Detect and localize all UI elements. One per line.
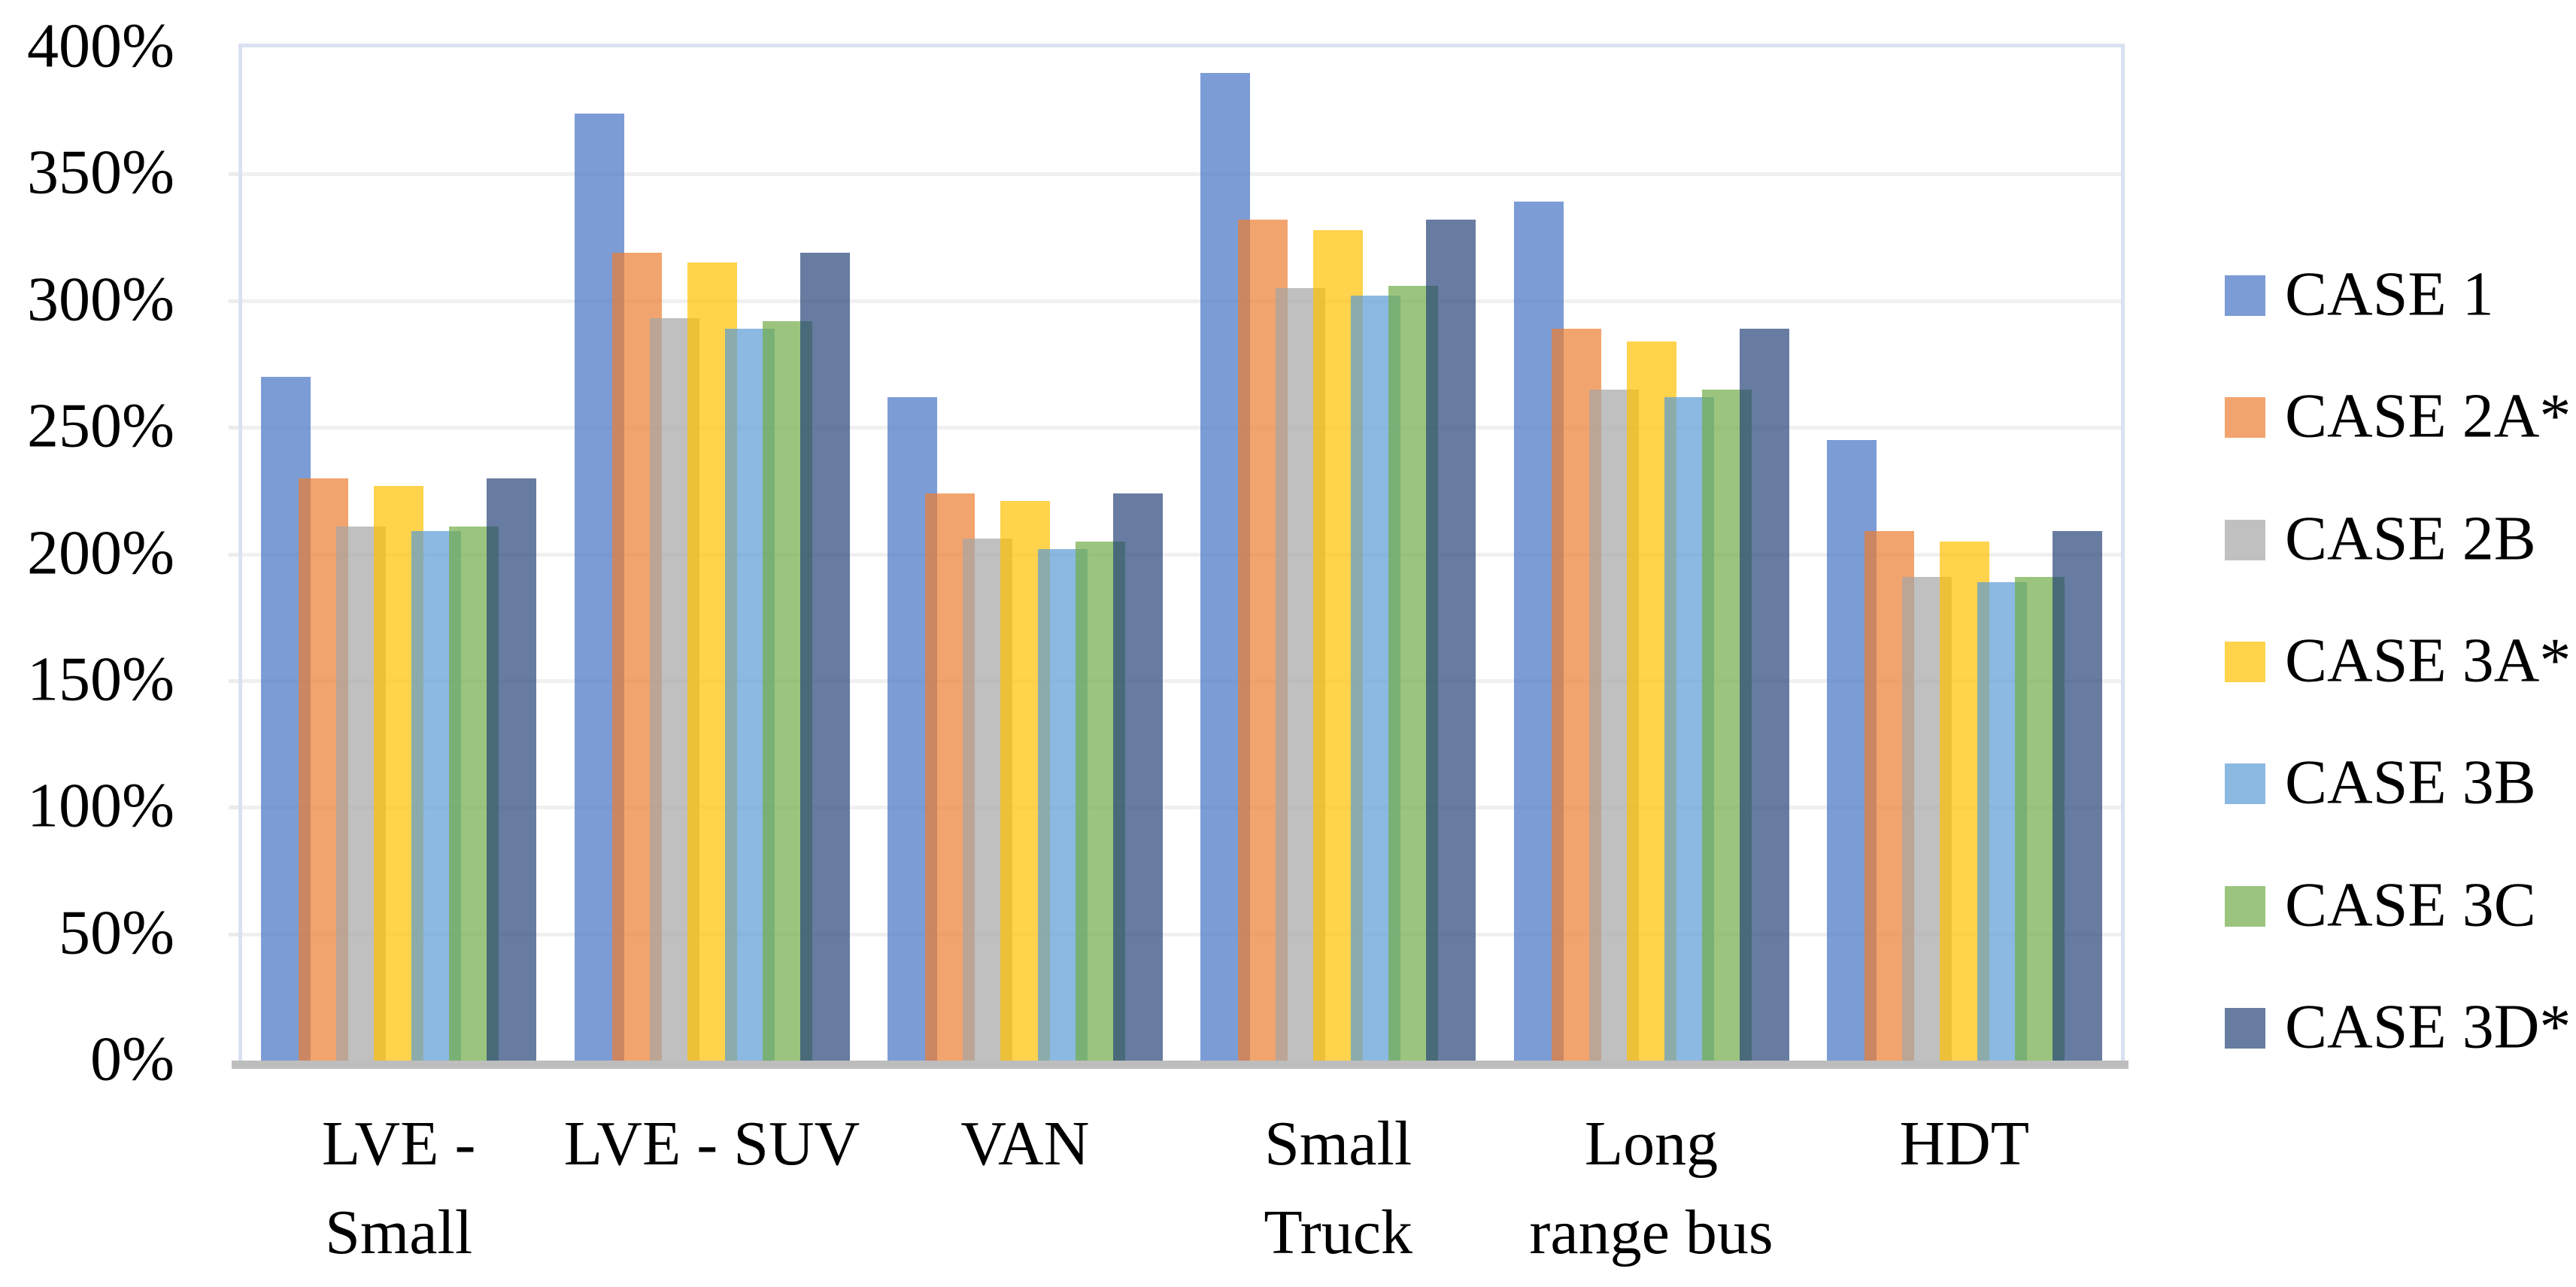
y-tick-label-400: 400%: [27, 11, 174, 81]
plot-border-left: [238, 44, 242, 1061]
legend-swatch-case-3c: [2225, 885, 2265, 927]
category-label-line: LVE - SUV: [563, 1109, 860, 1179]
y-axis-tick-mark: [229, 426, 242, 430]
category-label-long-range-bus: Long range bus: [1529, 1100, 1773, 1277]
bar-case-3d-long-range-bus: [1739, 328, 1789, 1061]
x-axis-line: [232, 1061, 2128, 1069]
bar-case-3d-lve-suv: [800, 252, 850, 1061]
legend-swatch-case-3a: [2225, 641, 2265, 682]
y-axis-tick-mark: [229, 932, 242, 936]
legend-swatch-case-3d: [2225, 1007, 2265, 1049]
category-label-lve-suv: LVE - SUV: [564, 1100, 860, 1188]
y-tick-label-150: 150%: [27, 644, 174, 715]
plot-area: [242, 47, 2121, 1061]
bar-case-3d-van: [1112, 493, 1163, 1061]
legend-swatch-case-3b: [2225, 763, 2265, 805]
plot-border-right: [2121, 44, 2125, 1061]
y-tick-label-200: 200%: [27, 517, 174, 587]
y-axis-tick-mark: [229, 806, 242, 810]
legend-label-case-2b: CASE 2B: [2285, 502, 2536, 573]
y-axis-tick-mark: [229, 299, 242, 303]
category-label-van: VAN: [960, 1100, 1089, 1188]
bar-case-3d-small-truck: [1426, 220, 1476, 1061]
gridline: [242, 299, 2121, 303]
gridline: [242, 552, 2121, 557]
category-label-line: Long: [1584, 1109, 1719, 1179]
category-label-line: range bus: [1529, 1197, 1773, 1267]
category-label-lve-small: LVE - Small: [322, 1100, 476, 1277]
category-label-line: HDT: [1899, 1109, 2030, 1179]
legend-swatch-case-2a: [2225, 397, 2265, 439]
plot-border-top: [238, 44, 2125, 47]
legend-swatch-case-2b: [2225, 519, 2265, 560]
legend-label-case-1: CASE 1: [2285, 259, 2494, 329]
y-tick-label-0: 0%: [90, 1024, 174, 1094]
legend-label-case-2a: CASE 2A*: [2285, 381, 2571, 451]
category-label-line: LVE -: [321, 1109, 476, 1179]
category-label-line: Truck: [1264, 1197, 1412, 1267]
legend-label-case-3c: CASE 3C: [2285, 869, 2536, 939]
legend-label-case-3b: CASE 3B: [2285, 747, 2536, 818]
gridline: [242, 932, 2121, 936]
bar-case-3d-hdt: [2052, 531, 2102, 1061]
category-label-line: VAN: [960, 1109, 1090, 1179]
category-label-line: Small: [325, 1197, 473, 1267]
category-label-line: Small: [1264, 1109, 1412, 1179]
gridline: [242, 678, 2121, 683]
y-axis-tick-mark: [229, 552, 242, 557]
gridline: [242, 172, 2121, 177]
y-axis-tick-mark: [229, 678, 242, 683]
legend-label-case-3d: CASE 3D*: [2285, 991, 2571, 1062]
y-tick-label-250: 250%: [27, 390, 174, 461]
category-label-small-truck: Small Truck: [1264, 1100, 1412, 1277]
bar-case-3d-lve-small: [487, 478, 537, 1061]
legend-label-case-3a: CASE 3A*: [2285, 625, 2571, 696]
y-tick-label-100: 100%: [27, 770, 174, 841]
y-tick-label-350: 350%: [27, 137, 174, 208]
y-tick-label-300: 300%: [27, 264, 174, 335]
gridline: [242, 426, 2121, 430]
legend-swatch-case-1: [2225, 275, 2265, 316]
gridline: [242, 806, 2121, 810]
y-tick-label-50: 50%: [59, 897, 174, 967]
y-axis-tick-mark: [229, 172, 242, 177]
category-label-hdt: HDT: [1899, 1100, 2029, 1188]
